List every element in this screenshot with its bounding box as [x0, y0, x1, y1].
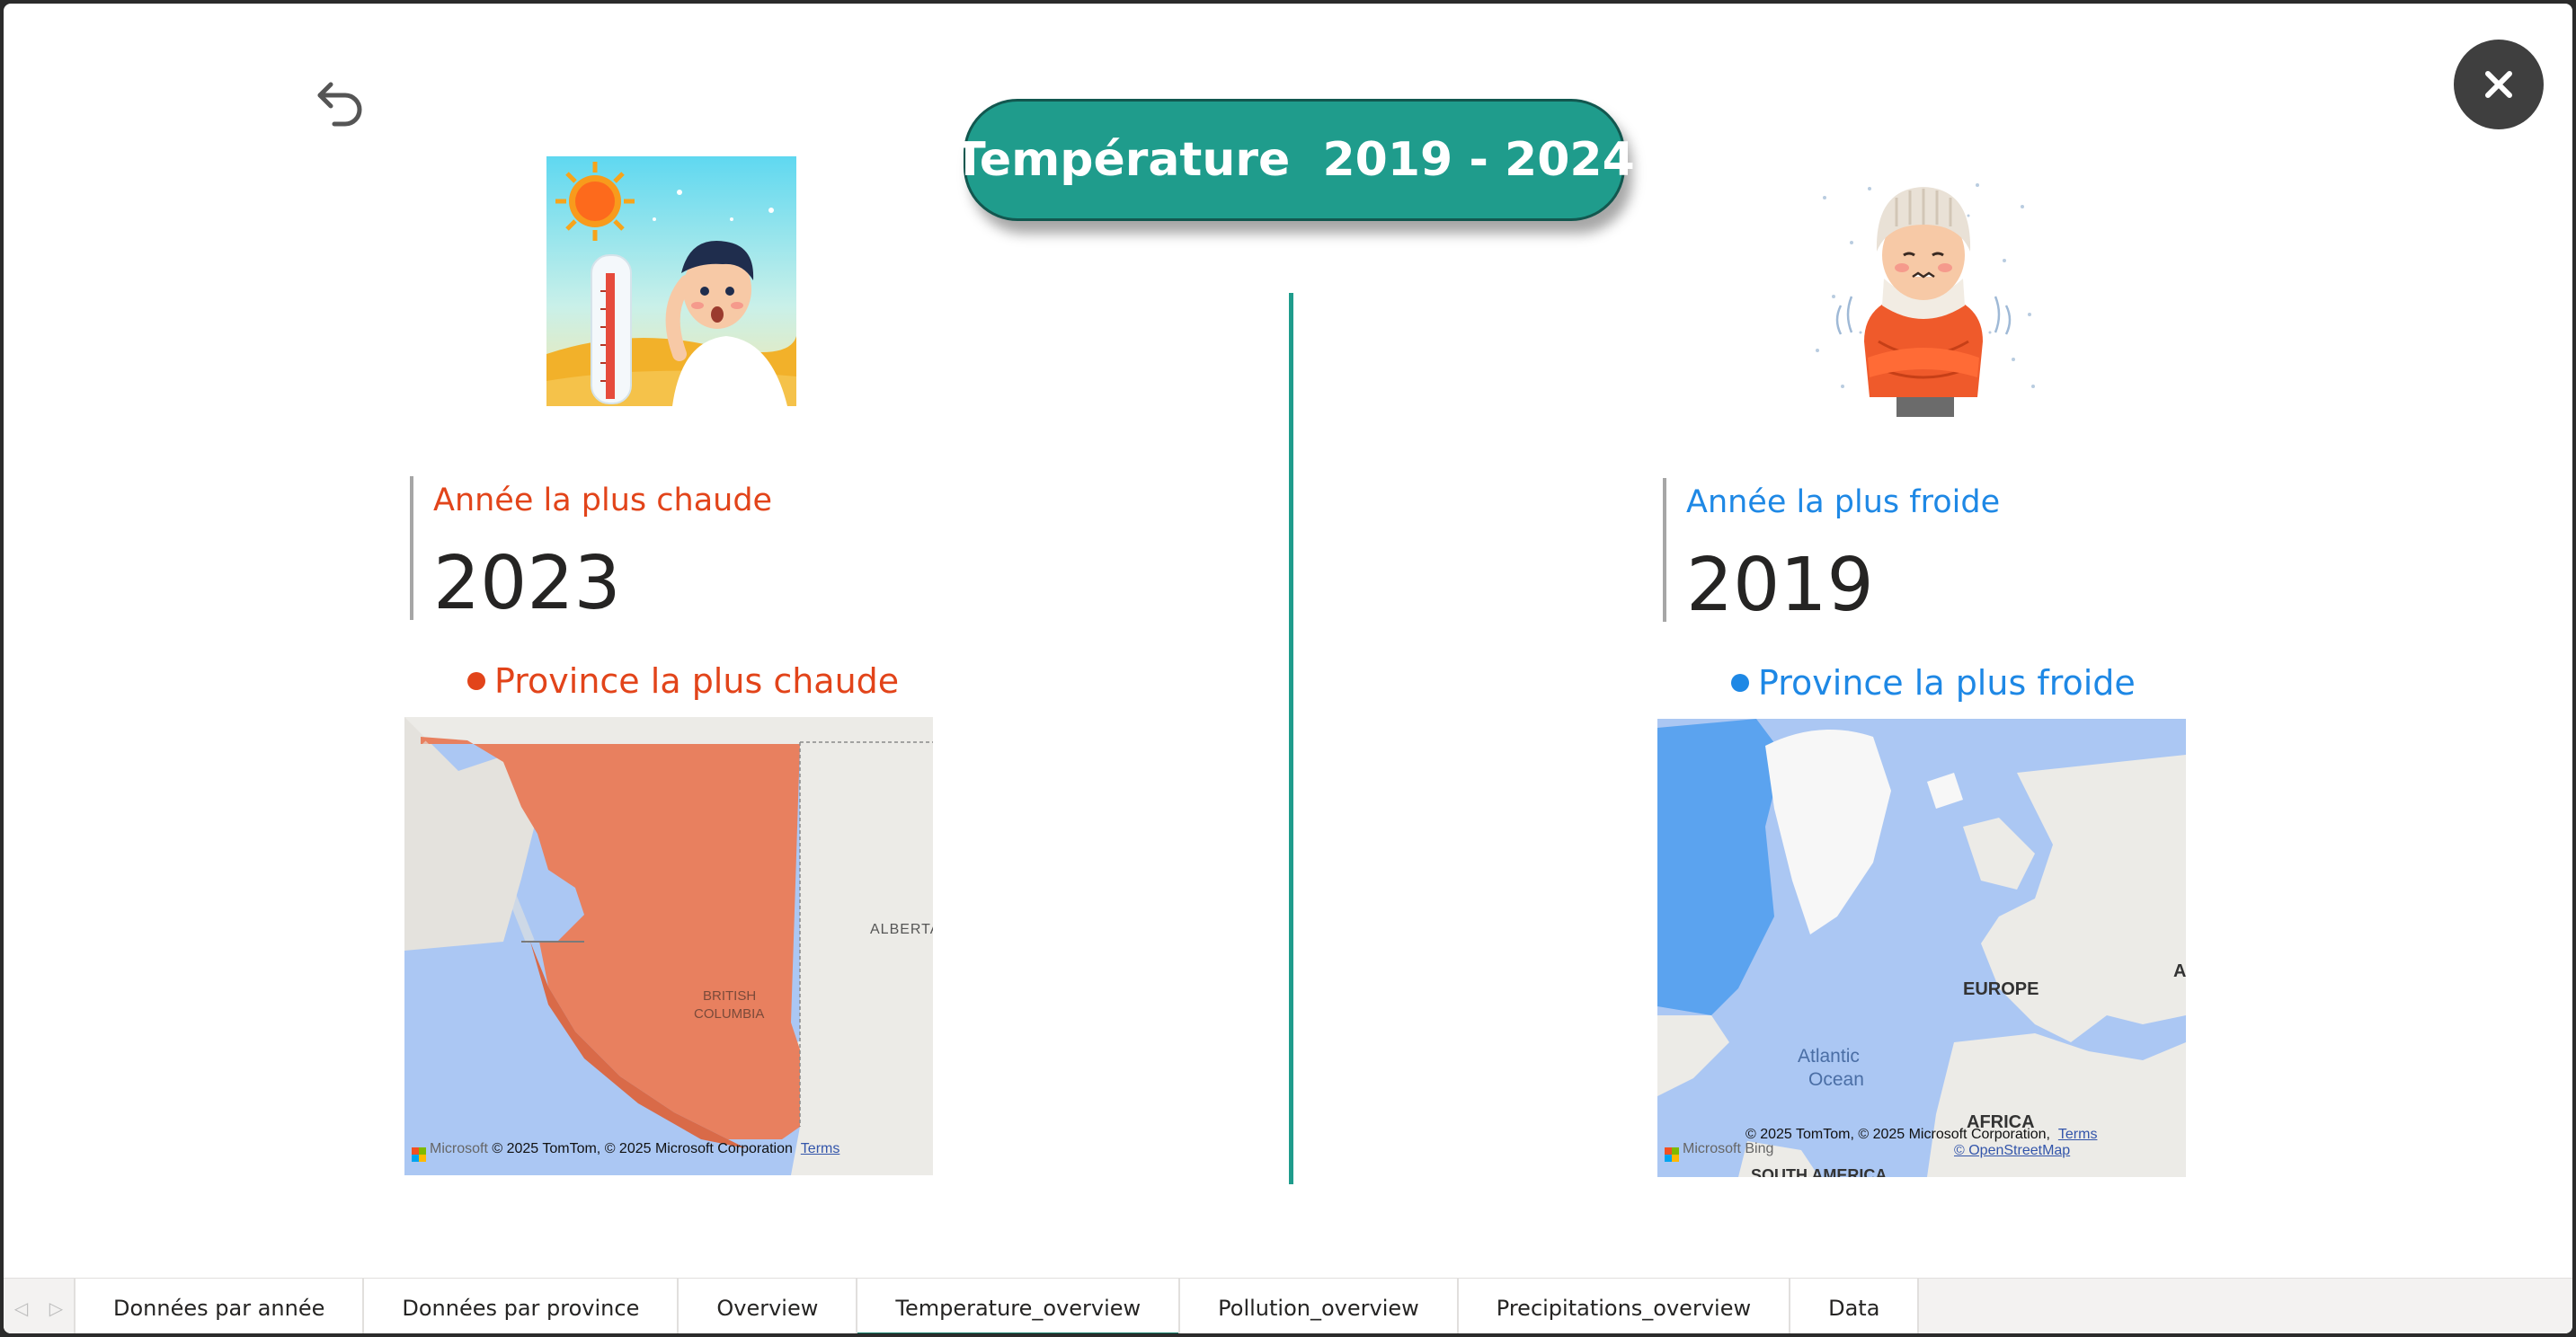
back-button[interactable]: [309, 70, 374, 135]
tab-donnees-par-province[interactable]: Données par province: [364, 1279, 680, 1333]
tab-data[interactable]: Data: [1790, 1279, 1920, 1333]
coldest-province-heading: Province la plus froide: [1731, 663, 2136, 703]
hottest-province-heading: Province la plus chaude: [467, 661, 899, 701]
map-brand: Microsoft: [430, 1141, 488, 1156]
close-button[interactable]: [2454, 40, 2544, 129]
tab-temperature-overview[interactable]: Temperature_overview: [857, 1279, 1181, 1333]
hottest-year-label: Année la plus chaude: [433, 483, 773, 518]
map-label-asia-partial: A: [2173, 961, 2186, 981]
tab-overview[interactable]: Overview: [679, 1279, 858, 1333]
hottest-year-card: Année la plus chaude 2023: [410, 476, 877, 626]
openstreetmap-link[interactable]: © OpenStreetMap: [1954, 1143, 2071, 1158]
section-divider: [1289, 293, 1293, 1184]
map-label-south-america: SOUTH AMERICA: [1751, 1166, 1888, 1177]
coldest-map-canvas: [1657, 719, 2186, 1177]
tab-pollution-overview[interactable]: Pollution_overview: [1180, 1279, 1459, 1333]
hot-dot-icon: [467, 672, 485, 690]
map-brand: Microsoft Bing: [1683, 1141, 1774, 1156]
hottest-province-label: Province la plus chaude: [494, 661, 900, 701]
hottest-map-canvas: [404, 717, 933, 1175]
tab-donnees-par-annee[interactable]: Données par année: [76, 1279, 365, 1333]
coldest-year-label: Année la plus froide: [1686, 484, 2001, 520]
page-title: Température 2019 - 2024: [954, 99, 1635, 221]
coldest-year-card: Année la plus froide 2019: [1663, 478, 2130, 628]
page-tab-bar: ◁ ▷ Données par année Données par provin…: [4, 1278, 2572, 1333]
quebec-region: [1657, 719, 1783, 1015]
undo-arrow-icon: [317, 82, 362, 127]
map-label-europe: EUROPE: [1963, 979, 2039, 999]
chevron-right-icon[interactable]: ▷: [49, 1297, 64, 1319]
coldest-province-map[interactable]: EUROPE Atlantic Ocean AFRICA SOUTH AMERI…: [1657, 719, 2186, 1177]
cold-dot-icon: [1731, 674, 1749, 692]
close-icon: [2485, 71, 2512, 98]
report-canvas: Température 2019 - 2024: [4, 4, 2572, 1333]
map-label-british: BRITISH: [703, 988, 757, 1004]
map-attribution: Microsoft © 2025 TomTom, © 2025 Microsof…: [412, 1141, 839, 1162]
hot-weather-illustration: [546, 156, 796, 406]
map-osm-attribution: © OpenStreetMap: [1954, 1143, 2070, 1159]
hottest-province-map[interactable]: ALBERTA BRITISH COLUMBIA Microsoft © 202…: [404, 717, 933, 1175]
tab-precipitations-overview[interactable]: Precipitations_overview: [1458, 1279, 1791, 1333]
map-attribution: © 2025 TomTom, © 2025 Microsoft Corporat…: [1745, 1127, 2097, 1143]
map-copyright: © 2025 TomTom, © 2025 Microsoft Corporat…: [492, 1141, 793, 1156]
map-label-atlantic: Atlantic: [1798, 1046, 1860, 1067]
microsoft-logo-icon: [1665, 1147, 1679, 1162]
map-brand-block: Microsoft Bing: [1665, 1141, 1773, 1162]
hottest-year-value: 2023: [433, 541, 621, 626]
map-terms-link[interactable]: Terms: [2057, 1127, 2098, 1142]
map-label-africa: AFRICA: [1967, 1112, 2035, 1132]
map-label-ocean: Ocean: [1808, 1069, 1864, 1090]
map-copyright: © 2025 TomTom, © 2025 Microsoft Corporat…: [1745, 1127, 2050, 1142]
chevron-left-icon[interactable]: ◁: [13, 1297, 29, 1319]
map-terms-link[interactable]: Terms: [800, 1141, 840, 1156]
map-label-columbia: COLUMBIA: [694, 1006, 765, 1022]
map-label-alberta: ALBERTA: [870, 922, 933, 937]
coldest-year-value: 2019: [1686, 543, 1874, 628]
british-columbia-region: [421, 737, 800, 1139]
cold-weather-illustration: [1816, 183, 2035, 417]
coldest-province-label: Province la plus froide: [1758, 663, 2136, 703]
microsoft-logo-icon: [412, 1147, 426, 1162]
tab-scroll-controls: ◁ ▷: [4, 1279, 76, 1333]
